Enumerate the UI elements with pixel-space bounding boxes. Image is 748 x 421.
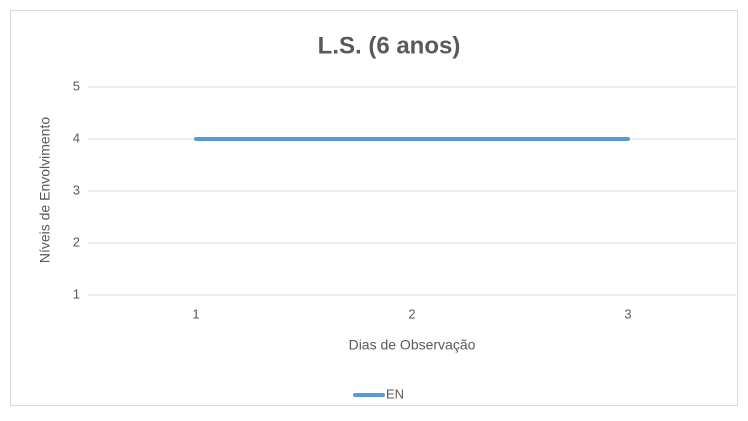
chart-frame [10,10,738,406]
y-axis-title: Níveis de Envolvimento [37,117,53,264]
y-tick-label: 1 [73,286,80,301]
x-tick-label: 1 [192,306,199,321]
chart-title: L.S. (6 anos) [318,32,461,59]
x-tick-label: 2 [408,306,415,321]
y-tick-label: 3 [73,182,80,197]
y-tick-label: 4 [73,130,80,145]
legend-label: EN [386,386,404,401]
y-tick-label: 2 [73,234,80,249]
x-axis-title: Dias de Observação [349,337,476,353]
y-tick-label: 5 [73,78,80,93]
x-tick-label: 3 [624,306,631,321]
